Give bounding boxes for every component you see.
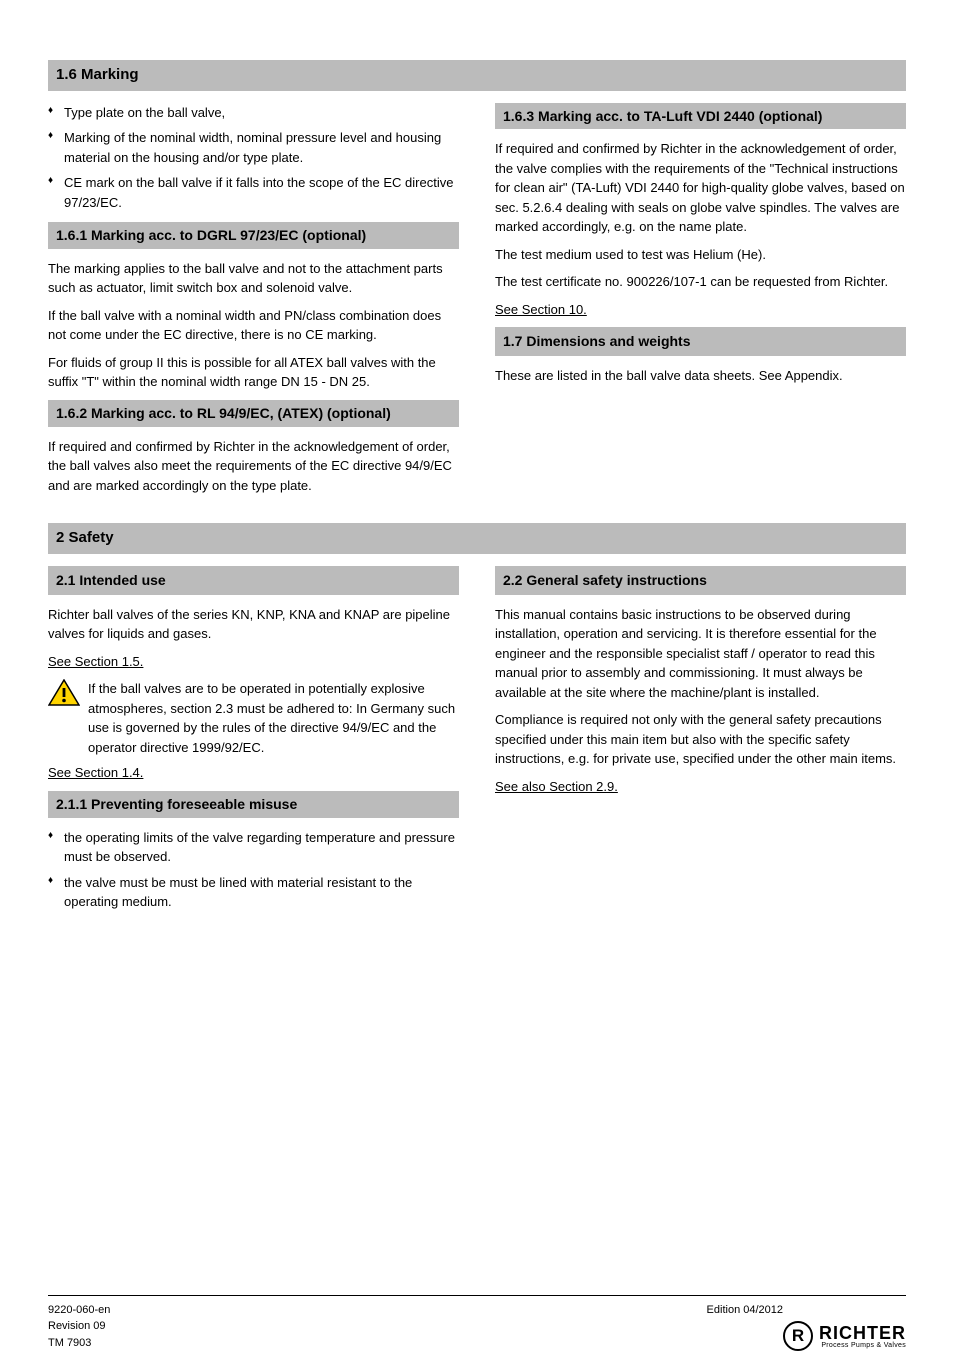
footer-revision: Revision 09 (48, 1318, 707, 1335)
paragraph: If required and confirmed by Richter in … (495, 139, 906, 237)
marking-bullet: Type plate on the ball valve, (48, 103, 459, 123)
paragraph: The test medium used to test was Helium … (495, 245, 906, 265)
logo-tagline: Process Pumps & Valves (819, 1342, 906, 1349)
cross-reference: See Section 1.4. (48, 763, 459, 783)
paragraph: The marking applies to the ball valve an… (48, 259, 459, 298)
footer-edition: Edition 04/2012 (707, 1302, 783, 1319)
richter-logo: R RICHTER Process Pumps & Valves (783, 1321, 906, 1351)
marking-bullet-list: Type plate on the ball valve, Marking of… (48, 103, 459, 213)
subsection-heading-162: 1.6.2 Marking acc. to RL 94/9/EC, (ATEX)… (48, 400, 459, 427)
subsection-heading-17: 1.7 Dimensions and weights (495, 327, 906, 356)
paragraph: This manual contains basic instructions … (495, 605, 906, 703)
paragraph: Richter ball valves of the series KN, KN… (48, 605, 459, 644)
cross-reference: See Section 10. (495, 300, 906, 320)
misuse-bullet-list: the operating limits of the valve regard… (48, 828, 459, 912)
subsection-heading-21: 2.1 Intended use (48, 566, 459, 595)
paragraph: These are listed in the ball valve data … (495, 366, 906, 386)
warning-icon (48, 679, 80, 707)
subsection-heading-211: 2.1.1 Preventing foreseeable misuse (48, 791, 459, 818)
footer-tm: TM 7903 (48, 1335, 707, 1352)
section-heading-marking: 1.6 Marking (48, 60, 906, 91)
warning-text: If the ball valves are to be operated in… (88, 679, 459, 757)
marking-bullet: Marking of the nominal width, nominal pr… (48, 128, 459, 167)
cross-reference: See also Section 2.9. (495, 777, 906, 797)
paragraph: Compliance is required not only with the… (495, 710, 906, 769)
paragraph: For fluids of group II this is possible … (48, 353, 459, 392)
paragraph: If required and confirmed by Richter in … (48, 437, 459, 496)
subsection-heading-22: 2.2 General safety instructions (495, 566, 906, 595)
section-heading-safety: 2 Safety (48, 523, 906, 554)
paragraph: The test certificate no. 900226/107-1 ca… (495, 272, 906, 292)
misuse-bullet: the operating limits of the valve regard… (48, 828, 459, 867)
subsection-heading-161: 1.6.1 Marking acc. to DGRL 97/23/EC (opt… (48, 222, 459, 249)
cross-reference: See Section 1.5. (48, 652, 459, 672)
subsection-heading-163: 1.6.3 Marking acc. to TA-Luft VDI 2440 (… (495, 103, 906, 130)
logo-name: RICHTER (819, 1324, 906, 1342)
footer-doc-id: 9220-060-en (48, 1302, 707, 1319)
paragraph: If the ball valve with a nominal width a… (48, 306, 459, 345)
misuse-bullet: the valve must be must be lined with mat… (48, 873, 459, 912)
logo-monogram-icon: R (783, 1321, 813, 1351)
page-footer: 9220-060-en Revision 09 TM 7903 Edition … (48, 1295, 906, 1352)
marking-bullet: CE mark on the ball valve if it falls in… (48, 173, 459, 212)
